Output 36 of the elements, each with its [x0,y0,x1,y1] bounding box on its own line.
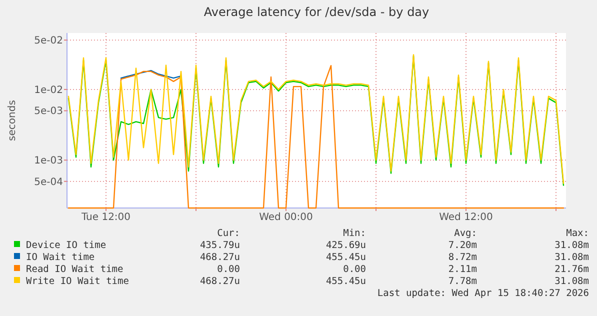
text: Last update: Wed Apr 15 18:40:27 2026 [377,288,590,299]
y-tick-label: 1e-02 [34,84,63,96]
text: 31.08m [554,252,590,263]
y-axis-title: seconds [7,100,18,141]
y-tick-label: 5e-03 [34,106,63,118]
line-series [120,70,182,79]
chart-title: Average latency for /dev/sda - by day [204,5,430,19]
text: 7.78m [448,276,478,287]
legend-label: Read IO Wait time [26,264,124,275]
y-tick-label: 5e-02 [34,36,63,47]
legend-label: Device IO time [26,240,106,251]
text: Max: [566,228,589,239]
y-tick-label: 5e-04 [34,176,63,188]
text: 468.27u [200,276,240,287]
text: 0.00 [343,264,366,275]
y-tick-label: 1e-03 [34,156,63,167]
text: 468.27u [200,252,240,263]
x-tick-label: Tue 12:00 [80,212,131,223]
text: 21.76m [554,264,590,275]
text: 31.08m [554,240,590,251]
x-tick-label: Wed 12:00 [439,212,493,223]
text: Cur: [217,228,240,239]
x-tick-label: Wed 00:00 [259,212,313,223]
text: 425.69u [326,240,366,251]
text: 31.08m [554,276,590,287]
text: Avg: [454,228,477,239]
text: 7.20m [448,240,478,251]
text: 455.45u [326,252,366,263]
text: Min: [343,228,366,239]
legend-label: Write IO Wait time [26,276,130,287]
text: 435.79u [200,240,240,251]
text: 8.72m [448,252,478,263]
text: 455.45u [326,276,366,287]
text: 2.11m [448,264,478,275]
legend-label: IO Wait time [26,252,95,263]
text: 0.00 [217,264,240,275]
